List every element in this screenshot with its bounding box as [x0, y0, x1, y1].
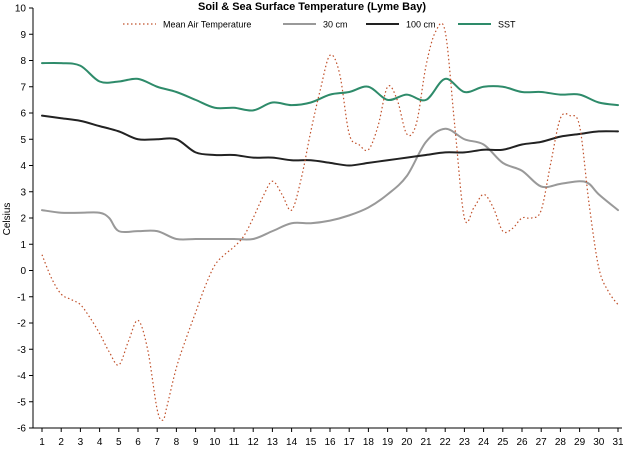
- series-line-mean-air-temperature: [41, 22, 619, 421]
- y-tick-label: 10: [15, 4, 27, 15]
- x-tick-label: 23: [459, 437, 471, 448]
- x-tick-label: 20: [401, 437, 413, 448]
- x-tick-label: 24: [478, 437, 490, 448]
- legend-label: 30 cm: [323, 20, 348, 30]
- x-tick-label: 18: [363, 437, 375, 448]
- chart-title: Soil & Sea Surface Temperature (Lyme Bay…: [198, 1, 426, 13]
- x-tick-label: 8: [174, 437, 180, 448]
- y-tick-label: 1: [20, 240, 26, 251]
- x-tick-label: 12: [248, 437, 260, 448]
- x-tick-label: 5: [116, 437, 122, 448]
- y-tick-label: -1: [17, 292, 26, 303]
- x-tick-label: 9: [193, 437, 199, 448]
- y-tick-label: -3: [17, 345, 26, 356]
- y-tick-label: 6: [20, 109, 26, 120]
- y-tick-label: 3: [20, 187, 26, 198]
- y-axis-title: Celsius: [2, 203, 13, 236]
- y-tick-label: 9: [20, 30, 26, 41]
- x-tick-label: 27: [536, 437, 548, 448]
- x-tick-label: 13: [267, 437, 279, 448]
- x-tick-label: 11: [229, 437, 240, 448]
- x-tick-label: 17: [344, 437, 356, 448]
- x-tick-label: 25: [497, 437, 509, 448]
- y-tick-label: 5: [20, 135, 26, 146]
- y-tick-label: -4: [17, 371, 26, 382]
- x-tick-label: 6: [135, 437, 141, 448]
- x-tick-label: 16: [324, 437, 336, 448]
- y-tick-label: 0: [20, 266, 26, 277]
- legend-label: Mean Air Temperature: [163, 20, 251, 30]
- y-tick-label: -5: [17, 397, 26, 408]
- series-line-sst: [41, 61, 619, 112]
- x-tick-label: 14: [286, 437, 298, 448]
- x-tick-label: 1: [39, 437, 45, 448]
- legend: Mean Air Temperature 30 cm 100 cm SST: [123, 20, 516, 30]
- x-tick-label: 29: [574, 437, 586, 448]
- y-tick-label: -2: [17, 319, 26, 330]
- x-tick-label: 10: [209, 437, 221, 448]
- series-line-100-cm: [41, 114, 619, 167]
- x-tick-label: 4: [97, 437, 103, 448]
- y-tick-label: 7: [20, 82, 26, 93]
- y-tick-label: 4: [20, 161, 26, 172]
- y-tick-label: -6: [17, 424, 26, 435]
- y-tick-label: 2: [20, 214, 26, 225]
- x-tick-label: 19: [382, 437, 394, 448]
- series-layer: [41, 22, 619, 421]
- series-line-30-cm: [41, 127, 619, 241]
- x-tick-label: 15: [305, 437, 317, 448]
- x-tick-label: 26: [516, 437, 528, 448]
- x-tick-label: 2: [58, 437, 64, 448]
- x-tick-label: 31: [612, 437, 623, 448]
- x-tick-label: 7: [154, 437, 160, 448]
- legend-label: SST: [498, 20, 516, 30]
- y-tick-label: 8: [20, 56, 26, 67]
- x-tick-label: 21: [420, 437, 432, 448]
- x-tick-label: 22: [440, 437, 452, 448]
- x-tick-label: 28: [555, 437, 567, 448]
- x-tick-label: 3: [78, 437, 84, 448]
- legend-label: 100 cm: [406, 20, 436, 30]
- x-tick-label: 30: [593, 437, 605, 448]
